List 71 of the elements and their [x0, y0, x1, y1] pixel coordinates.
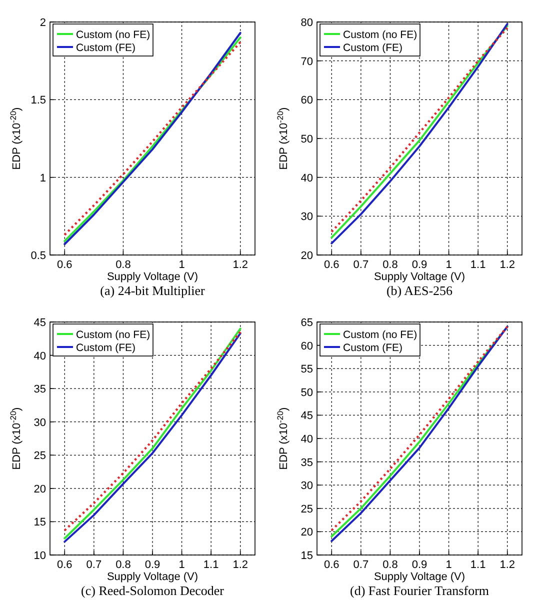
x-tick-label: 1 [446, 559, 452, 571]
x-tick-label: 1.2 [232, 259, 248, 271]
y-tick-label: 35 [34, 384, 46, 396]
legend-label: Custom (FE) [343, 342, 403, 354]
text: (d) Fast Fourier Transform [350, 583, 490, 598]
text: (b) AES-256 [386, 283, 454, 298]
x-tick-label: 0.8 [116, 559, 131, 571]
x-tick-label: 1.2 [500, 259, 516, 271]
y-tick-label: 0.5 [30, 250, 46, 262]
y-tick-label: 10 [34, 550, 46, 562]
legend-label: Custom (FE) [343, 42, 403, 54]
x-tick-label: 1 [178, 559, 185, 571]
y-tick-label: 20 [34, 483, 46, 496]
y-tick-label: 40 [34, 350, 46, 362]
y-tick-label: 80 [300, 17, 313, 29]
y-tick-label: 40 [300, 434, 313, 446]
x-axis-title: Supply Voltage (V) [106, 571, 198, 583]
y-tick-label: 30 [34, 416, 46, 429]
y-tick-label: 1.5 [30, 94, 46, 107]
x-tick-label: 0.8 [382, 259, 398, 271]
y-tick-label: 70 [300, 56, 313, 68]
y-tick-label: 15 [300, 550, 313, 562]
x-tick-label: 1.1 [470, 559, 486, 571]
legend-label: Custom (FE) [76, 342, 136, 354]
legend-label: Custom (no FE) [76, 29, 150, 41]
x-tick-label: 0.8 [382, 559, 398, 571]
y-tick-label: 65 [300, 317, 313, 329]
y-tick-label: 2 [40, 17, 46, 29]
x-tick-label: 0.8 [116, 259, 131, 271]
x-tick-label: 1.2 [500, 559, 516, 571]
y-tick-label: 1 [40, 172, 46, 184]
y-tick-label: 35 [300, 456, 313, 469]
y-tick-label: 45 [300, 410, 313, 422]
x-tick-label: 0.9 [412, 259, 428, 271]
y-tick-label: 50 [300, 386, 313, 399]
x-tick-label: 0.9 [412, 559, 428, 571]
legend-label: Custom (no FE) [343, 29, 418, 41]
y-tick-label: 15 [34, 516, 46, 529]
x-tick-label: 0.9 [144, 559, 160, 571]
y-tick-label: 25 [34, 450, 46, 462]
y-tick-label: 25 [300, 503, 313, 516]
x-axis-title: Supply Voltage (V) [374, 271, 466, 283]
legend-label: Custom (no FE) [343, 329, 418, 341]
x-tick-label: 1 [178, 259, 185, 271]
y-tick-label: 45 [34, 317, 46, 329]
y-tick-label: 60 [300, 340, 313, 352]
x-tick-label: 1 [446, 259, 452, 271]
x-axis-title: Supply Voltage (V) [106, 271, 198, 283]
text: (a) 24-bit Multiplier [100, 283, 206, 298]
x-tick-label: 1.1 [470, 259, 486, 271]
x-tick-label: 0.6 [56, 259, 72, 271]
x-axis-title: Supply Voltage (V) [374, 571, 466, 583]
x-tick-label: 0.7 [353, 259, 369, 271]
legend-label: Custom (no FE) [76, 329, 150, 341]
y-tick-label: 40 [300, 172, 313, 184]
y-tick-label: 50 [300, 134, 313, 146]
y-tick-label: 20 [300, 250, 313, 262]
y-tick-label: 30 [300, 211, 313, 224]
x-tick-label: 0.6 [324, 559, 340, 571]
y-tick-label: 20 [300, 526, 313, 539]
x-tick-label: 0.7 [86, 559, 102, 571]
x-tick-label: 1.1 [203, 559, 219, 571]
y-tick-label: 30 [300, 480, 313, 492]
text: (c) Reed-Solomon Decoder [81, 583, 225, 598]
x-tick-label: 1.2 [232, 559, 248, 571]
x-tick-label: 0.6 [324, 259, 340, 271]
y-tick-label: 60 [300, 94, 313, 107]
legend-label: Custom (FE) [76, 42, 136, 54]
x-tick-label: 0.7 [353, 559, 369, 571]
y-tick-label: 55 [300, 364, 313, 376]
x-tick-label: 0.6 [56, 559, 72, 571]
